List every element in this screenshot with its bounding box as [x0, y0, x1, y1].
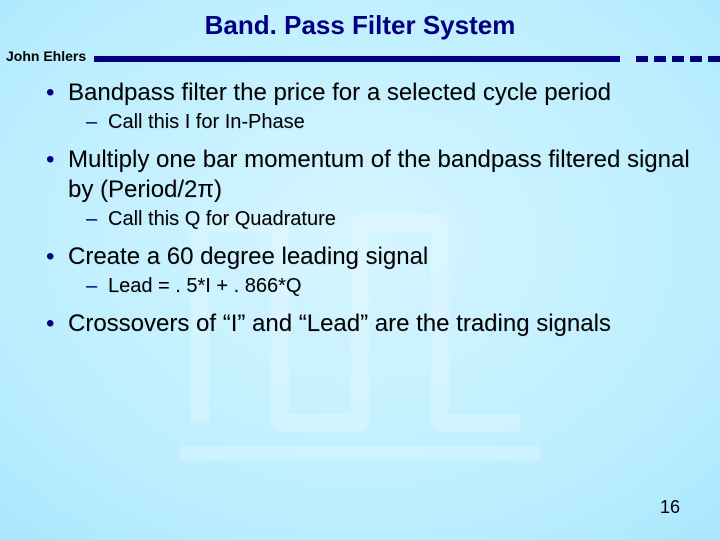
author-label: John Ehlers: [6, 48, 86, 64]
subbullet-item: Call this Q for Quadrature: [40, 207, 690, 232]
bullet-item: Multiply one bar momentum of the bandpas…: [40, 145, 690, 205]
slide-title: Band. Pass Filter System: [0, 10, 720, 41]
page-number: 16: [660, 497, 680, 518]
subbullet-item: Call this I for In-Phase: [40, 110, 690, 135]
subbullet-item: Lead = . 5*I + . 866*Q: [40, 274, 690, 299]
bullet-item: Crossovers of “I” and “Lead” are the tra…: [40, 309, 690, 339]
title-divider: [94, 56, 720, 62]
content-area: Bandpass filter the price for a selected…: [40, 78, 690, 341]
bullet-item: Bandpass filter the price for a selected…: [40, 78, 690, 108]
slide: Band. Pass Filter System John Ehlers Ban…: [0, 0, 720, 540]
bullet-item: Create a 60 degree leading signal: [40, 242, 690, 272]
